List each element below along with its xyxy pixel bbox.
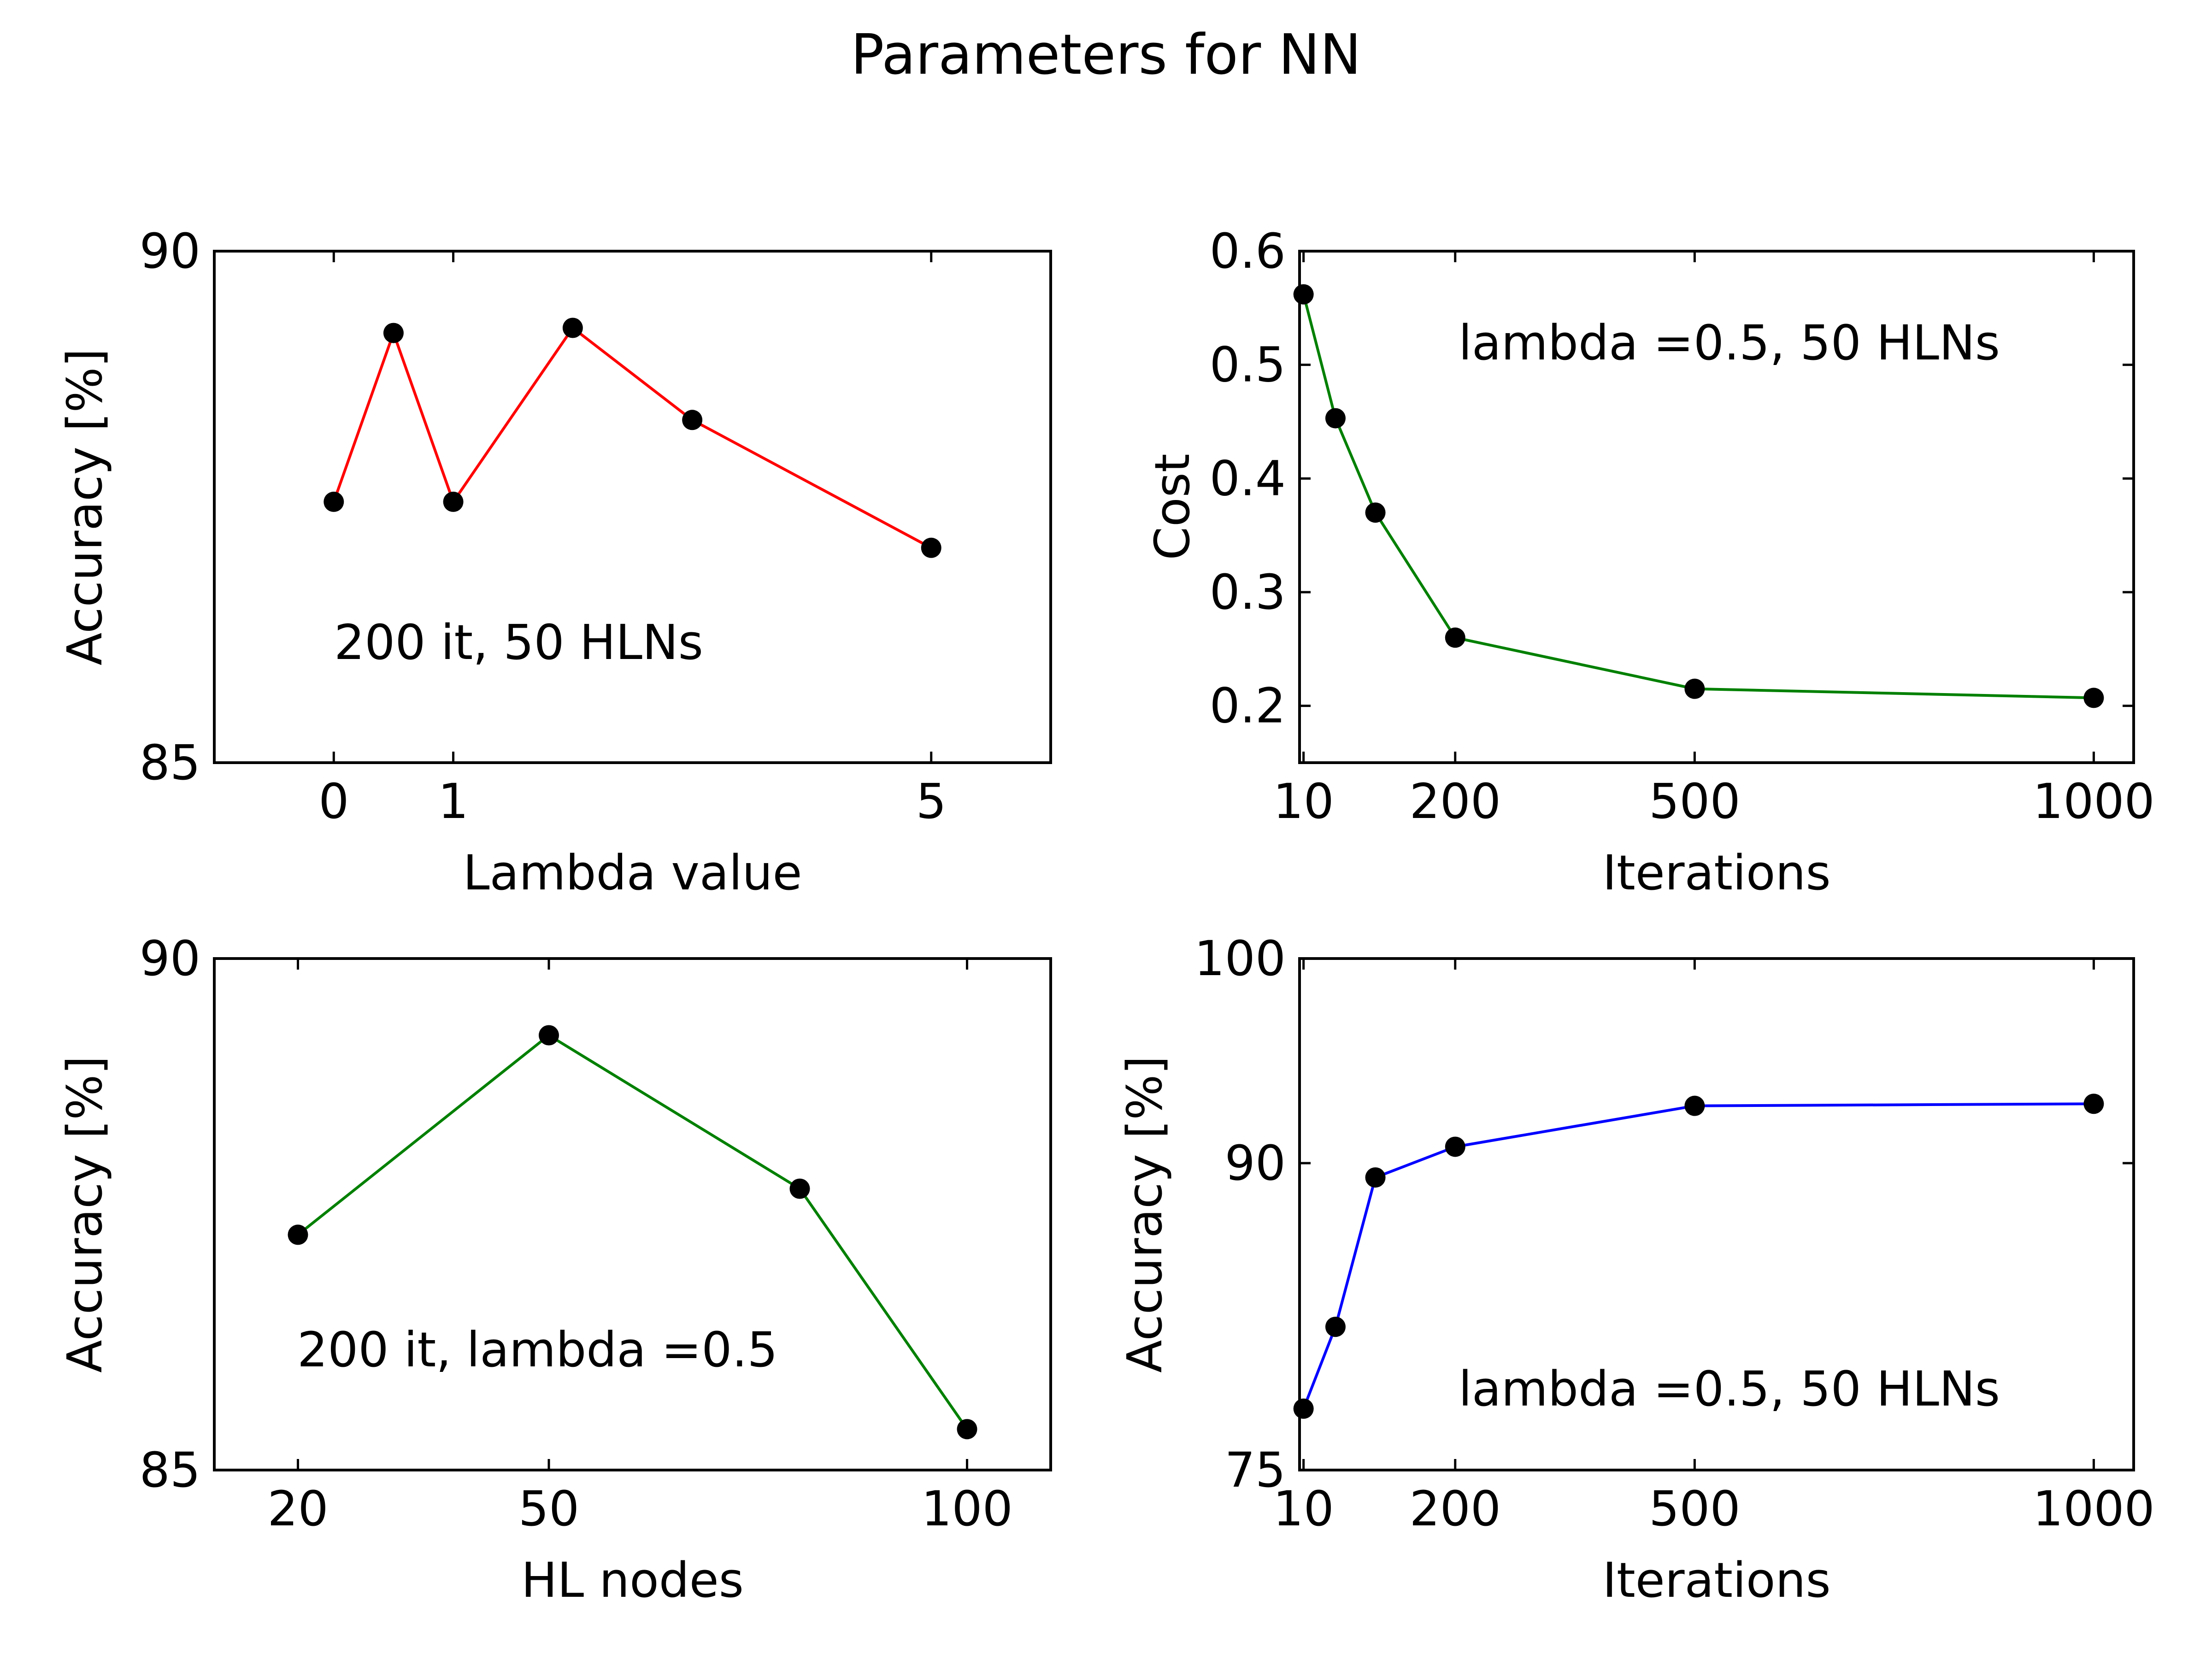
plot-frame bbox=[1298, 250, 2135, 764]
x-tick-label: 500 bbox=[1649, 773, 1741, 830]
x-tick-label: 1 bbox=[438, 773, 468, 830]
plot-annotation: 200 it, lambda =0.5 bbox=[297, 1322, 778, 1378]
plot-annotation: lambda =0.5, 50 HLNs bbox=[1459, 1361, 2000, 1417]
plot-frame bbox=[1298, 957, 2135, 1471]
x-axis-label: Lambda value bbox=[463, 845, 802, 901]
series-line bbox=[1302, 294, 2094, 700]
data-point bbox=[1293, 1398, 1314, 1419]
data-point bbox=[1365, 1167, 1386, 1188]
x-tick-label: 5 bbox=[916, 773, 947, 830]
x-tick-label: 1000 bbox=[2033, 1481, 2155, 1537]
data-point bbox=[539, 1025, 559, 1046]
x-tick-label: 1000 bbox=[2033, 773, 2155, 830]
plot-annotation: 200 it, 50 HLNs bbox=[334, 614, 703, 671]
x-tick-label: 50 bbox=[518, 1481, 579, 1537]
y-tick-label: 90 bbox=[1225, 1135, 1286, 1191]
y-tick-label: 0.3 bbox=[1210, 564, 1286, 620]
y-tick-label: 0.5 bbox=[1210, 337, 1286, 393]
x-tick-label: 10 bbox=[1273, 773, 1334, 830]
data-point bbox=[1293, 284, 1314, 305]
x-tick-label: 100 bbox=[921, 1481, 1013, 1537]
x-axis-label: HL nodes bbox=[521, 1552, 744, 1608]
data-point bbox=[1325, 1317, 1346, 1337]
y-tick-label: 85 bbox=[140, 1442, 200, 1498]
subplot-hlnodes: 20 50 100 85 90 HL nodes Accuracy [%] 200 it, l… bbox=[57, 930, 1052, 1608]
data-point bbox=[2083, 688, 2104, 708]
data-point bbox=[1325, 408, 1346, 429]
data-point bbox=[1445, 1136, 1465, 1157]
x-tick-label: 500 bbox=[1649, 1481, 1741, 1537]
series-line bbox=[332, 326, 932, 549]
x-tick-label: 200 bbox=[1409, 1481, 1501, 1537]
plot-annotation: lambda =0.5, 50 HLNs bbox=[1459, 315, 2000, 371]
data-point bbox=[789, 1178, 810, 1199]
y-tick-label: 0.2 bbox=[1210, 678, 1286, 734]
data-point bbox=[383, 323, 404, 343]
x-tick-label: 10 bbox=[1273, 1481, 1334, 1537]
y-tick-label: 90 bbox=[140, 930, 200, 987]
y-tick-label: 75 bbox=[1225, 1442, 1286, 1498]
subplot-accuracy: 10 200 500 1000 75 90 100 Iterations Accuracy [%… bbox=[1117, 930, 2155, 1608]
x-tick-label: 0 bbox=[318, 773, 349, 830]
subplot-lambda: 0 1 5 85 90 Lambda value Accuracy [%] 200 it, 5… bbox=[57, 223, 1052, 901]
x-axis-label: Iterations bbox=[1602, 845, 1830, 901]
data-point bbox=[1684, 678, 1705, 699]
plot-frame bbox=[213, 957, 1052, 1471]
x-tick-label: 20 bbox=[267, 1481, 328, 1537]
data-point bbox=[562, 318, 583, 338]
data-point bbox=[1445, 627, 1465, 648]
data-point bbox=[2083, 1094, 2104, 1114]
data-point bbox=[1365, 502, 1386, 523]
y-tick-label: 0.6 bbox=[1210, 223, 1286, 279]
subplot-cost: 10 200 500 1000 0.2 0.3 0.4 0.5 0.6 Iterations Cos… bbox=[1144, 223, 2155, 901]
data-point bbox=[682, 410, 703, 430]
plot-frame bbox=[213, 250, 1052, 764]
y-tick-label: 85 bbox=[140, 735, 200, 791]
x-tick-label: 200 bbox=[1409, 773, 1501, 830]
data-point bbox=[324, 491, 344, 512]
y-axis-label: Cost bbox=[1144, 453, 1200, 560]
data-point bbox=[288, 1224, 308, 1245]
data-point bbox=[1684, 1095, 1705, 1116]
y-tick-label: 100 bbox=[1194, 930, 1286, 987]
y-tick-label: 90 bbox=[140, 223, 200, 279]
series-line bbox=[297, 1033, 968, 1430]
data-point bbox=[957, 1419, 977, 1440]
data-point bbox=[921, 537, 941, 558]
data-point bbox=[443, 491, 464, 512]
y-tick-label: 0.4 bbox=[1210, 450, 1286, 506]
subplots: 0 1 5 85 90 Lambda value Accuracy [%] 200 it, 5… bbox=[57, 223, 2155, 1608]
x-axis-label: Iterations bbox=[1602, 1552, 1830, 1608]
series-line bbox=[1302, 1102, 2094, 1409]
figure-title: Parameters for NN bbox=[851, 23, 1361, 87]
y-axis-label: Accuracy [%] bbox=[57, 348, 113, 665]
y-axis-label: Accuracy [%] bbox=[1117, 1056, 1173, 1373]
y-axis-label: Accuracy [%] bbox=[57, 1056, 113, 1373]
